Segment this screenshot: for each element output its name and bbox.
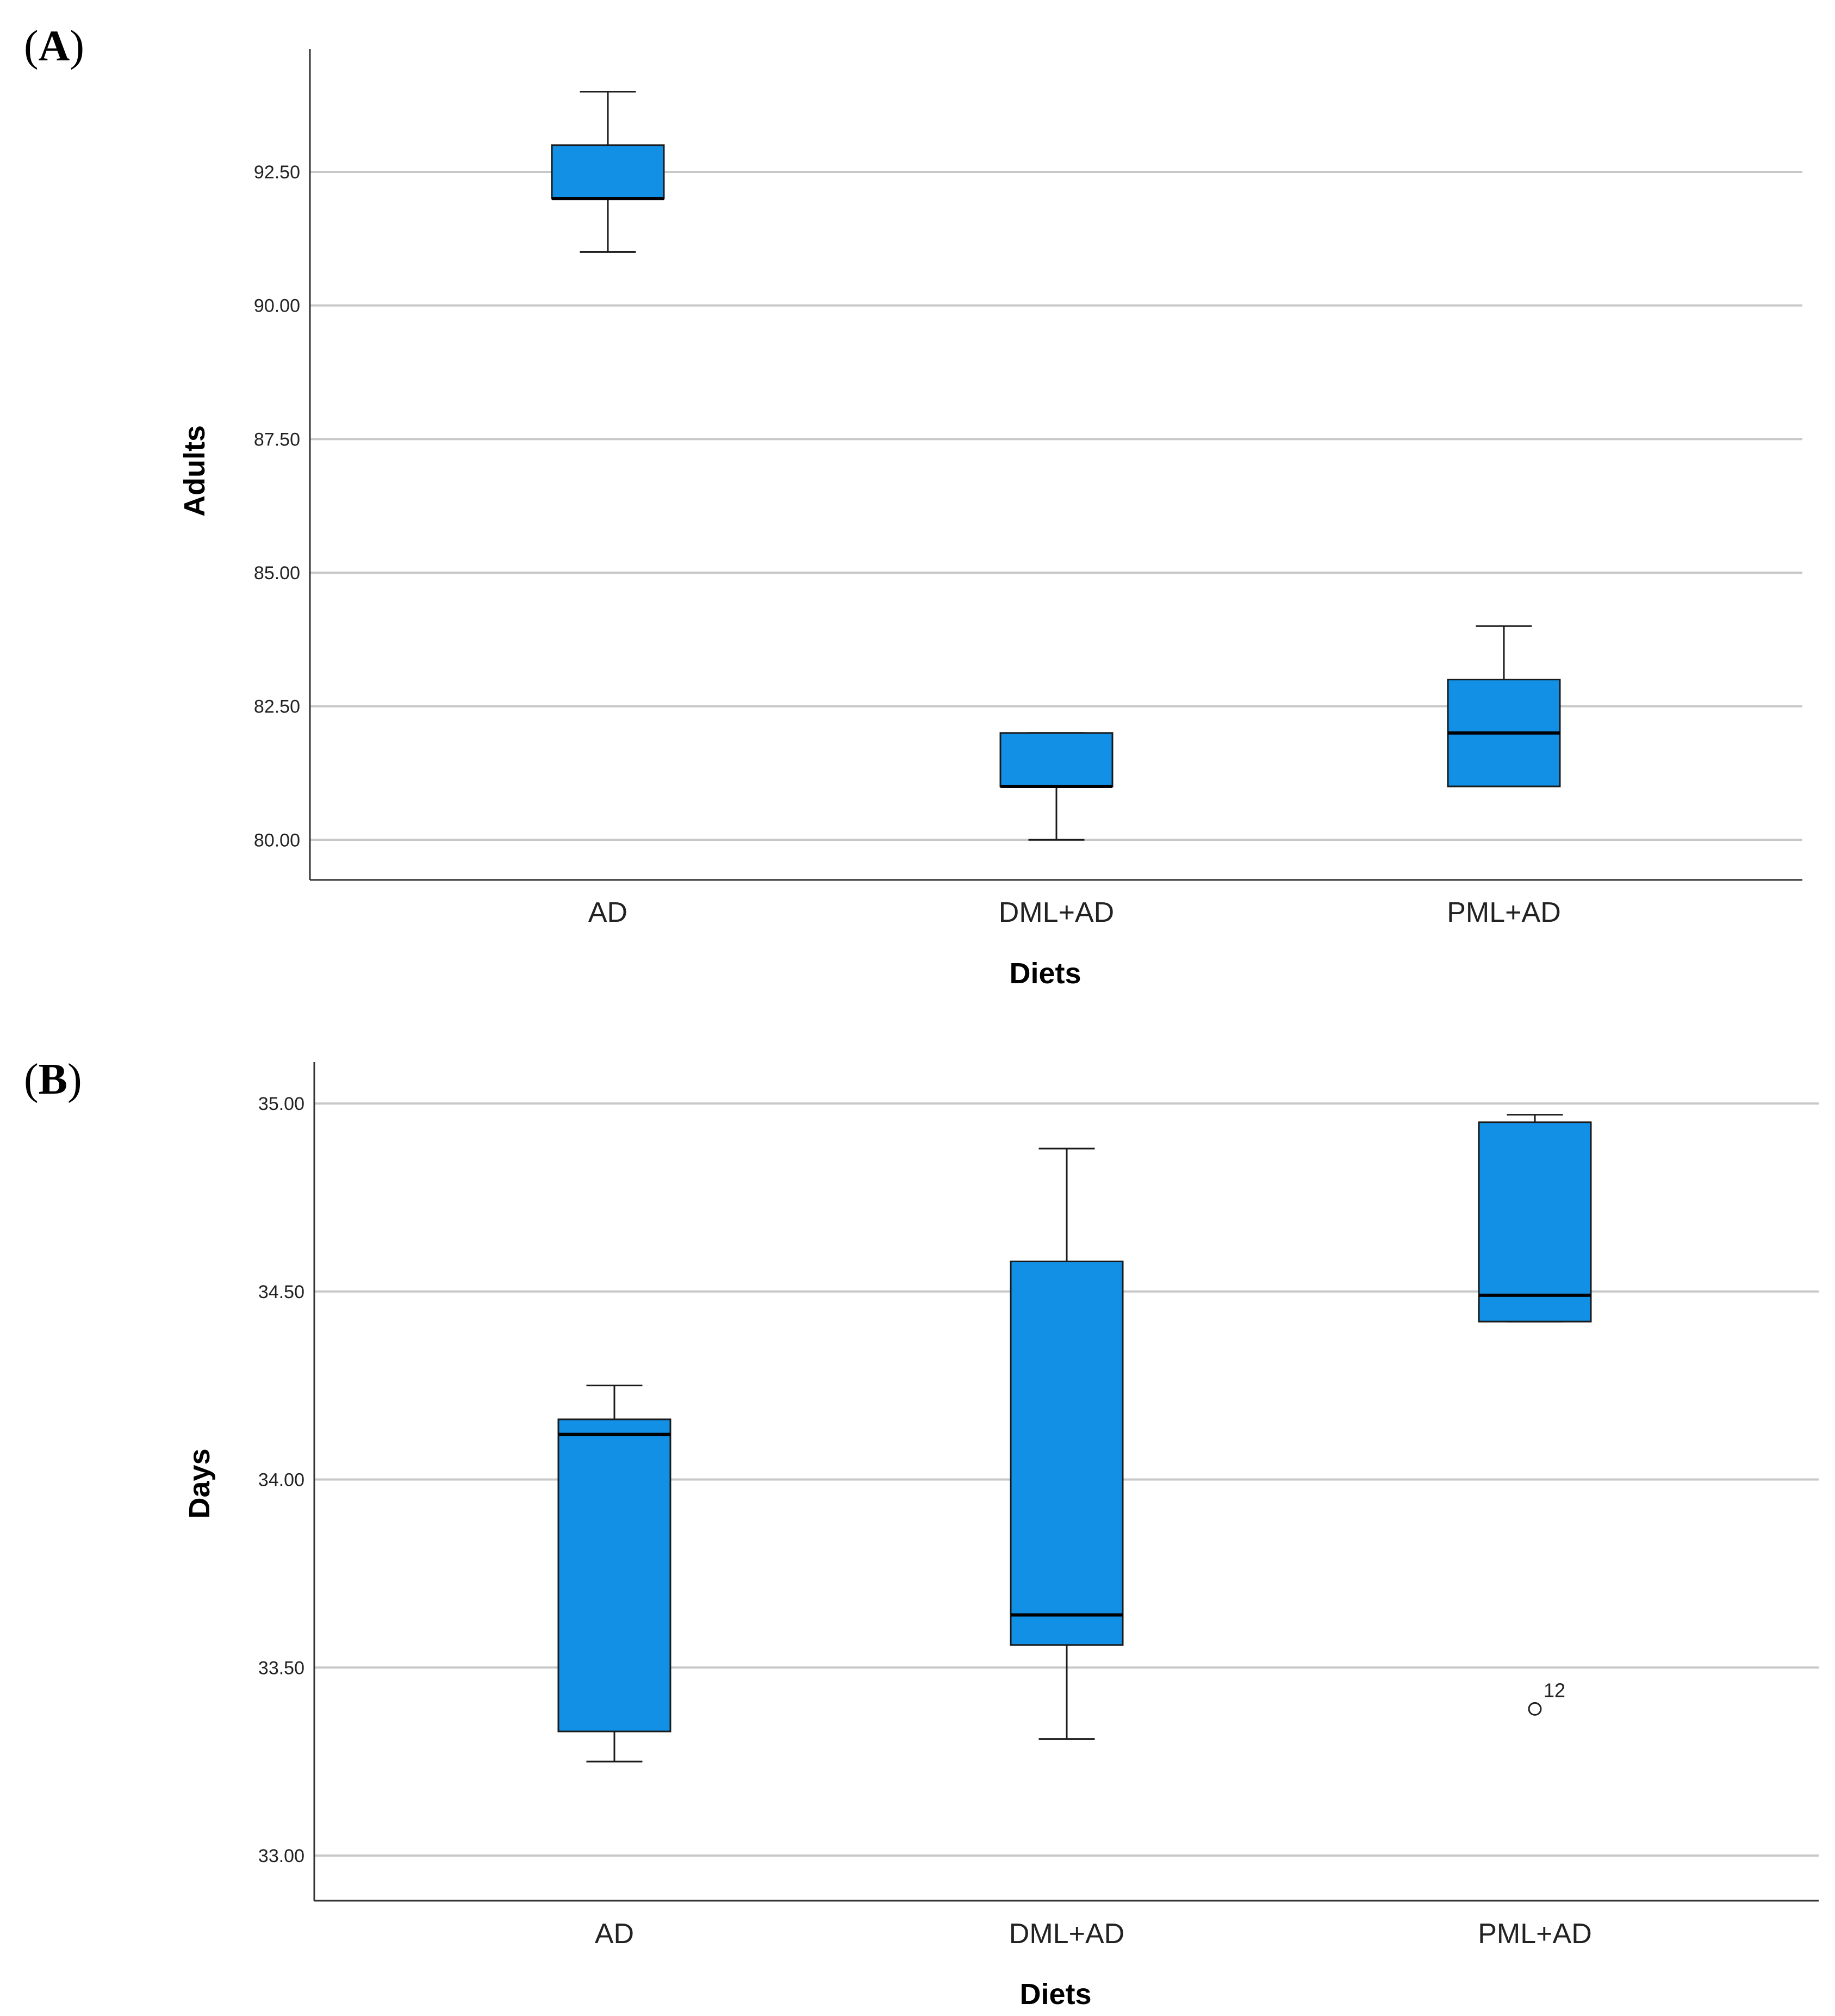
x-category-label: PML+AD [1447, 897, 1561, 928]
iqr-box [999, 732, 1114, 787]
iqr-box [557, 1418, 671, 1733]
y-tick-label: 87.50 [254, 429, 300, 450]
x-category-label: DML+AD [999, 897, 1114, 928]
outlier-point [1528, 1702, 1542, 1716]
y-tick-label: 33.50 [258, 1658, 304, 1678]
panel-a-label: (A) [24, 22, 85, 70]
y-axis-title: Days [183, 1448, 216, 1518]
y-tick-label: 82.50 [254, 697, 300, 717]
y-tick-label: 33.00 [258, 1846, 304, 1866]
chart-panel-1: 33.00 33.50 34.00 34.50 35.00 12 AD DML+AD PML+A… [183, 1062, 1819, 2011]
x-category-label: PML+AD [1478, 1918, 1592, 1950]
iqr-box [551, 144, 665, 200]
chart-panel-0: 80.00 82.50 85.00 87.50 90.00 92.50 AD DML+AD PM… [178, 49, 1802, 990]
iqr-box [1478, 1121, 1592, 1323]
y-tick-label: 34.50 [258, 1282, 304, 1302]
y-axis-title: Adults [178, 425, 211, 517]
box-PML+AD [1478, 1114, 1592, 1323]
y-tick-label: 92.50 [254, 162, 300, 183]
box-AD [551, 91, 665, 253]
outlier-label: 12 [1544, 1679, 1565, 1701]
box-PML+AD [1447, 625, 1561, 787]
y-tick-label: 35.00 [258, 1094, 304, 1114]
x-category-label: DML+AD [1009, 1918, 1124, 1950]
x-axis-title: Diets [1019, 1978, 1091, 2011]
x-category-label: AD [588, 897, 627, 928]
iqr-box [1010, 1260, 1124, 1646]
y-tick-label: 85.00 [254, 563, 300, 584]
y-tick-label: 80.00 [254, 830, 300, 851]
box-DML+AD [999, 732, 1114, 841]
panel-b-label: (B) [24, 1056, 82, 1103]
x-axis-title: Diets [1009, 957, 1081, 990]
y-tick-label: 34.00 [258, 1470, 304, 1491]
y-tick-label: 90.00 [254, 296, 300, 317]
box-AD [557, 1385, 671, 1763]
box-DML+AD [1010, 1147, 1124, 1740]
x-category-label: AD [595, 1918, 634, 1950]
